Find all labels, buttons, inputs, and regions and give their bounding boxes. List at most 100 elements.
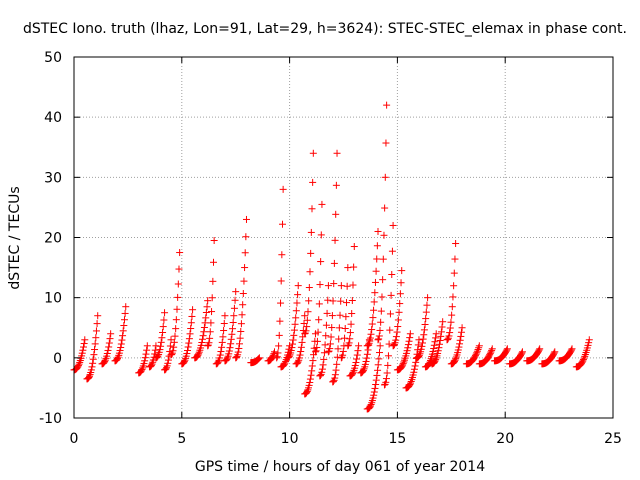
data-point	[292, 314, 300, 322]
data-point	[407, 379, 415, 387]
data-point	[341, 334, 349, 342]
data-point	[141, 357, 149, 365]
data-point	[159, 323, 167, 331]
data-point	[138, 366, 146, 374]
data-point	[200, 323, 208, 331]
data-point	[91, 340, 99, 348]
data-point	[419, 335, 427, 343]
data-point	[518, 349, 526, 357]
data-point	[385, 340, 393, 348]
data-point	[322, 332, 330, 340]
data-point	[457, 332, 465, 340]
data-point	[317, 231, 325, 239]
data-point	[379, 276, 387, 284]
data-point	[390, 341, 398, 349]
data-point	[368, 320, 376, 328]
data-point	[449, 293, 457, 301]
data-point	[81, 336, 89, 344]
data-point	[288, 344, 296, 352]
data-point	[198, 338, 206, 346]
data-point	[239, 290, 247, 298]
data-point	[320, 349, 328, 357]
data-point	[277, 299, 285, 307]
data-point	[306, 375, 314, 383]
data-point	[475, 344, 483, 352]
data-point	[487, 348, 495, 356]
data-point	[320, 355, 328, 363]
ticks-layer	[73, 56, 614, 419]
data-point	[383, 369, 391, 377]
data-point	[486, 349, 494, 357]
data-point	[89, 355, 97, 363]
data-point	[450, 269, 458, 277]
data-point	[394, 316, 402, 324]
data-point	[309, 178, 317, 186]
data-point	[333, 360, 341, 368]
data-point	[103, 350, 111, 358]
data-point	[208, 308, 216, 316]
data-point	[375, 335, 383, 343]
data-point	[366, 337, 374, 345]
data-point	[188, 312, 196, 320]
data-point	[369, 394, 377, 402]
data-point	[488, 346, 496, 354]
data-point	[170, 343, 178, 351]
data-point	[382, 139, 390, 147]
data-point	[535, 346, 543, 354]
data-point	[187, 319, 195, 327]
data-point	[336, 311, 344, 319]
data-point	[377, 318, 385, 326]
data-point	[93, 320, 101, 328]
x-tick-label: 5	[177, 431, 186, 447]
data-point	[404, 344, 412, 352]
y-tick-label: 0	[53, 351, 62, 367]
data-point	[363, 350, 371, 358]
data-point	[350, 243, 358, 251]
data-point	[105, 343, 113, 351]
data-point	[194, 351, 202, 359]
data-point	[309, 149, 317, 157]
data-point	[314, 328, 322, 336]
data-point	[304, 308, 312, 316]
data-point	[168, 350, 176, 358]
data-point	[121, 309, 129, 317]
data-point	[376, 342, 384, 350]
data-point	[279, 185, 287, 193]
data-point	[218, 338, 226, 346]
data-point	[158, 334, 166, 342]
data-point	[410, 365, 418, 373]
data-point	[183, 350, 191, 358]
x-tick-label: 20	[496, 431, 514, 447]
data-point	[341, 324, 349, 332]
data-point	[330, 259, 338, 267]
data-point	[422, 315, 430, 323]
data-point	[114, 353, 122, 361]
data-point	[148, 360, 156, 368]
data-point	[579, 356, 587, 364]
data-point	[474, 346, 482, 354]
data-point	[313, 344, 321, 352]
data-point	[143, 342, 151, 350]
data-point	[446, 329, 454, 337]
y-tick-label: 10	[44, 291, 62, 307]
data-point	[151, 346, 159, 354]
data-point	[92, 327, 100, 335]
data-point	[187, 325, 195, 333]
data-point	[410, 368, 418, 376]
data-point	[219, 333, 227, 341]
data-point	[436, 337, 444, 345]
data-point	[445, 332, 453, 340]
data-point	[350, 263, 358, 271]
data-point	[202, 309, 210, 317]
data-point	[273, 354, 281, 362]
data-point	[376, 326, 384, 334]
data-point	[396, 300, 404, 308]
data-point	[92, 334, 100, 342]
data-point	[475, 342, 483, 350]
data-point	[323, 309, 331, 317]
data-point	[351, 362, 359, 370]
data-point	[339, 347, 347, 355]
data-point	[87, 366, 95, 374]
data-point	[452, 355, 460, 363]
data-point	[311, 348, 319, 356]
